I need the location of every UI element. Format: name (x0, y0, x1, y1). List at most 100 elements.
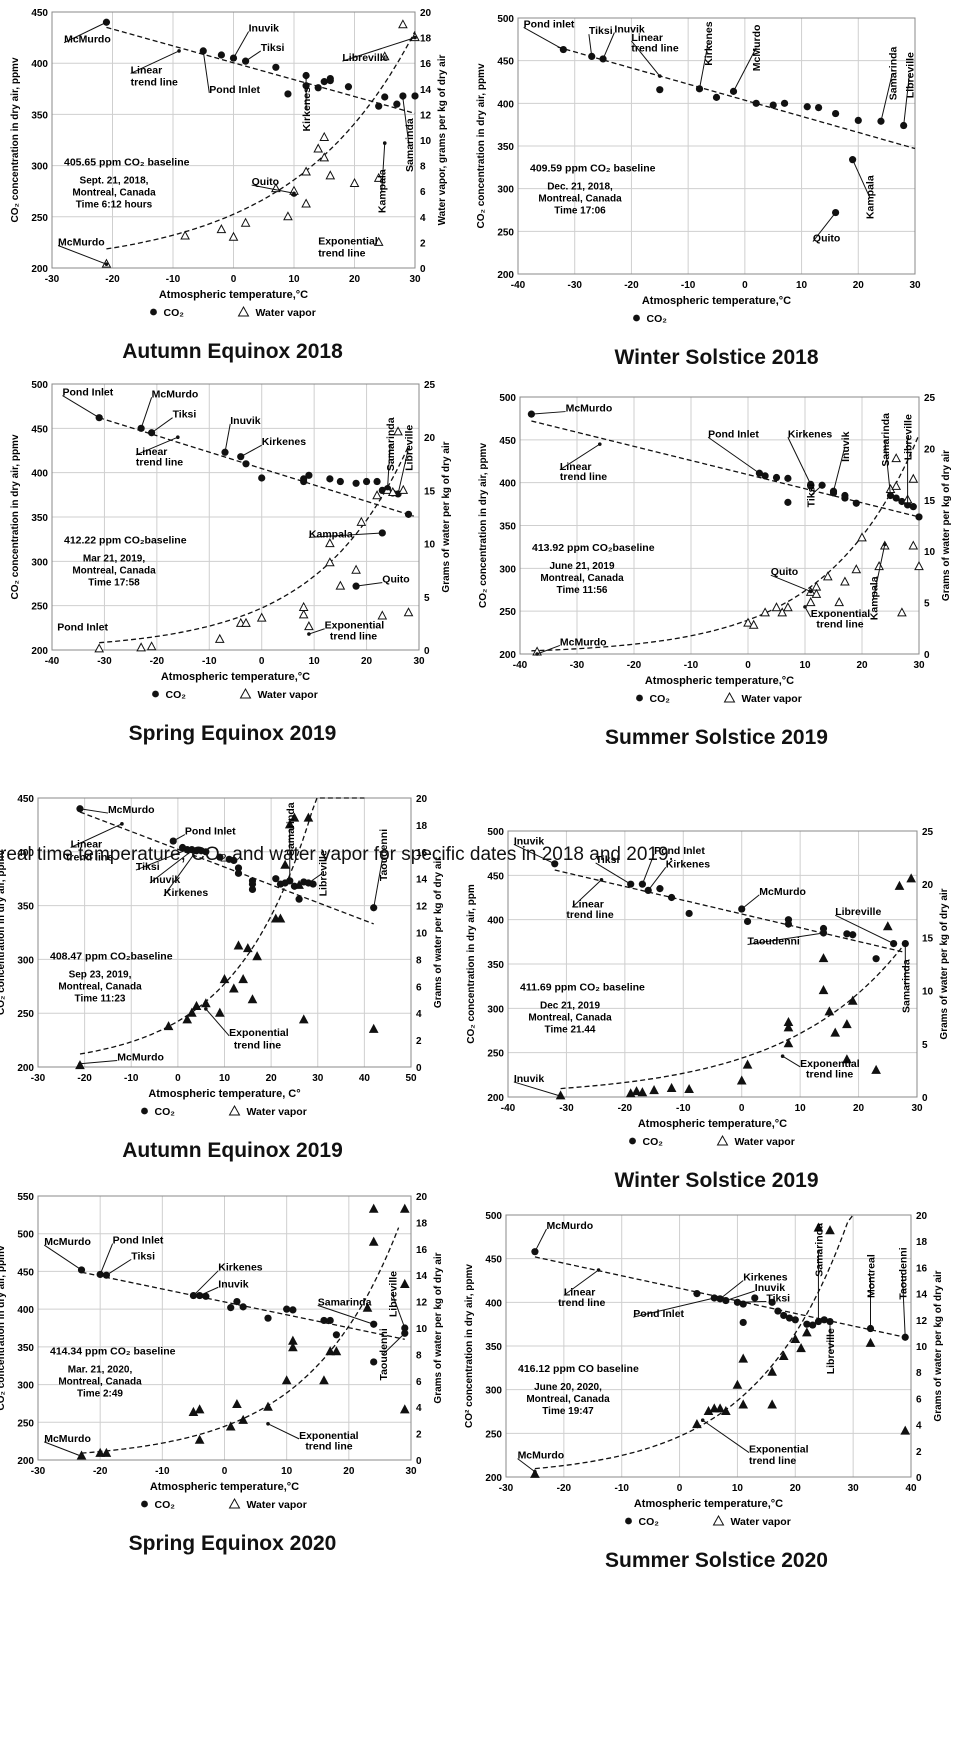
annotation-label: Tiksi (261, 42, 285, 54)
x-tick-label: -10 (684, 660, 699, 671)
legend-co2-marker (150, 308, 157, 316)
annotation-arrow-head (816, 1319, 821, 1324)
co2-point (258, 474, 266, 482)
water-vapor-point (298, 1014, 309, 1024)
plot-frame (507, 830, 918, 1098)
annotation-arrow (513, 1081, 561, 1097)
annotation-arrow (163, 850, 197, 897)
y-tick-label: 350 (485, 1342, 502, 1353)
water-vapor-point (283, 211, 293, 221)
water-vapor-point (319, 152, 330, 162)
water-vapor-point (280, 859, 290, 869)
annotation-arrow (810, 484, 823, 496)
y-tick-label: 250 (31, 602, 48, 613)
annotation-arrow-head (396, 492, 400, 496)
x-tick-label: -10 (202, 656, 217, 667)
annotation-label: Tiksi (589, 25, 613, 37)
x-tick-label: 40 (905, 1483, 917, 1494)
annotation-arrow-head (382, 141, 387, 145)
y2-tick-label: 10 (916, 1342, 928, 1353)
water-vapor-point (188, 1406, 199, 1416)
annotation-arrow-head (292, 191, 296, 196)
annotation-arrow-head (79, 1268, 84, 1272)
annotation-arrow-head (552, 862, 557, 866)
water-vapor-point (813, 1222, 824, 1232)
annotation-arrow-head (558, 1094, 563, 1098)
water-vapor-point (649, 1085, 659, 1095)
y2-tick-label: 0 (416, 1063, 422, 1074)
x-tick-label: 30 (413, 656, 425, 667)
y2-tick-label: 20 (420, 8, 432, 19)
co2-point (820, 1316, 828, 1324)
legend-water-marker (228, 1497, 241, 1509)
water-vapor-point (241, 617, 251, 627)
y-tick-label: 200 (485, 1473, 502, 1484)
y2-tick-label: 6 (416, 1377, 422, 1388)
x-tick-label: -20 (624, 280, 639, 291)
annotation-arrow (149, 850, 193, 884)
y-tick-label: 400 (17, 1305, 34, 1316)
annotation-arrow (373, 854, 384, 908)
annotation-label: Kampala (868, 576, 880, 620)
legend-water-marker (228, 1104, 241, 1116)
water-vapor-point (847, 995, 858, 1005)
annotation-label: trend line (131, 77, 178, 89)
co2-point (295, 895, 303, 903)
water-vapor-point (325, 170, 336, 180)
annotation-label: McMurdo (44, 1236, 91, 1248)
annotation-label: McMurdo (751, 25, 763, 72)
water-vapor-point (842, 1019, 852, 1029)
water-vapor-point (906, 873, 916, 883)
annotation-label: Linear (131, 64, 163, 76)
co2-point (375, 102, 383, 110)
info-line: Sept. 21, 2018, (80, 176, 149, 187)
co2-point (784, 474, 792, 482)
annotation-arrow (224, 423, 231, 453)
water-vapor-point (530, 1468, 540, 1478)
annotation-arrow-head (601, 57, 605, 61)
info-line: Montreal, Canada (526, 1394, 610, 1405)
baseline-label: 416.12 ppm CO baseline (518, 1363, 639, 1375)
y2-tick-label: 18 (420, 34, 432, 45)
y-tick-label: 350 (17, 902, 34, 913)
water-vapor-point (325, 538, 335, 548)
co2-point (233, 1298, 241, 1306)
water-vapor-point (194, 1434, 205, 1444)
water-vapor-point (399, 1203, 410, 1213)
co2-point (656, 86, 664, 94)
annotation-arrow (647, 867, 667, 891)
annotation-arrow (199, 1286, 219, 1297)
x-axis-label: Atmospheric temperature,°C (642, 295, 791, 307)
annotation-label: McMurdo (547, 1220, 594, 1232)
chart-panel: -30 -20 -10 0 10 20 30 200 250 300 350 400 450 500 550… (0, 1190, 465, 1565)
x-axis-label: Atmospheric temperature,°C (161, 671, 310, 683)
x-tick-label: 0 (677, 1483, 683, 1494)
annotation-arrow (852, 159, 871, 198)
x-tick-label: 20 (349, 274, 361, 285)
water-vapor-point (399, 1278, 410, 1288)
annotation-arrow (391, 1293, 406, 1329)
annotation-label: Tiksi (806, 484, 818, 508)
plot-frame (517, 17, 916, 275)
legend-water-marker (716, 1134, 729, 1146)
y-axis-label: CO₂ concentration in dry air, ppmv (0, 1245, 7, 1410)
water-vapor-point (891, 453, 902, 463)
annotation-arrow-head (402, 1331, 407, 1336)
annotation-label: trend line (234, 1040, 281, 1052)
annotation-label: trend line (566, 909, 613, 921)
water-vapor-point (778, 1350, 789, 1360)
y-tick-label: 400 (31, 469, 48, 480)
y2-axis-label: Grams of water per kg of dry air (941, 450, 952, 601)
water-vapor-point (368, 1203, 379, 1213)
annotation-label: Quito (813, 233, 840, 245)
water-vapor-point (373, 172, 384, 182)
annotation-arrow (531, 411, 566, 415)
co2-point (234, 864, 243, 872)
x-tick-label: -20 (150, 656, 165, 667)
x-tick-label: 40 (359, 1073, 371, 1084)
annotation-arrow (240, 444, 262, 458)
y2-tick-label: 12 (420, 110, 432, 121)
chart-svg: -30 -20 -10 0 10 20 30 40 200 250 300 350 400 450 500 0… (464, 1211, 944, 1528)
annotation-arrow (782, 1055, 801, 1068)
annotation-arrow-head (808, 482, 813, 487)
